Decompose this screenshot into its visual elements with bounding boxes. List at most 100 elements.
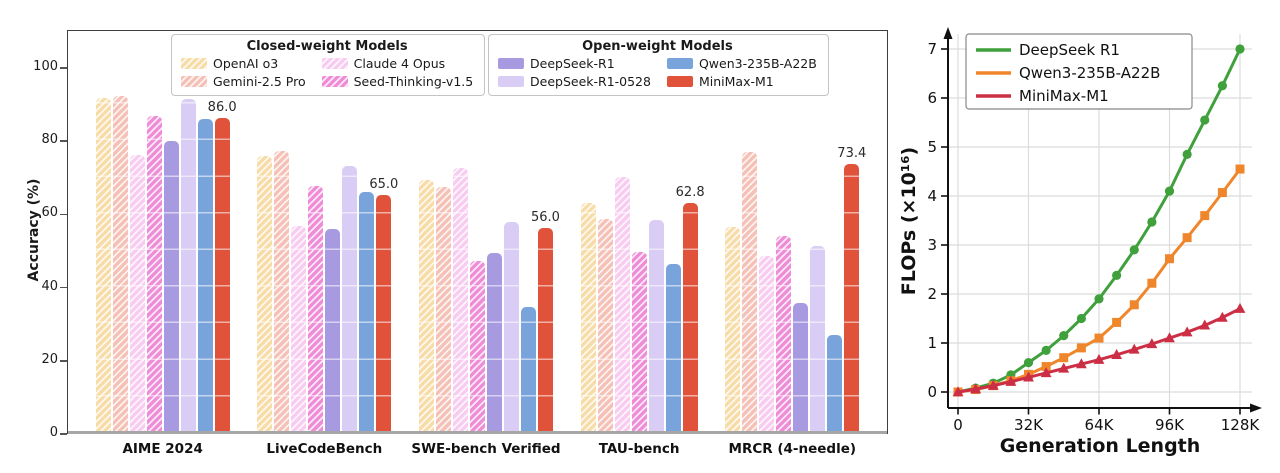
bar-deepseek-r1 — [325, 228, 341, 433]
legend-item-minimax-m1: MiniMax-M1 — [666, 74, 817, 89]
bar-value-label: 65.0 — [369, 177, 399, 193]
marker-square — [1200, 211, 1210, 221]
marker-triangle — [952, 386, 964, 397]
deepseek-r1-swatch — [498, 58, 524, 69]
legend-closed-weight-models: Closed-weight Models OpenAI o3 Claude 4 … — [171, 34, 486, 96]
marker-square — [1165, 254, 1174, 264]
marker-square — [1112, 317, 1122, 327]
bar-value-label: 86.0 — [207, 100, 237, 116]
category-label: SWE-bench Verified — [411, 441, 561, 457]
bar-deepseek-r1-0528 — [503, 222, 519, 433]
bar-gemini-2-5-pro — [274, 150, 290, 433]
marker-circle — [1182, 149, 1192, 159]
legend-title: Open-weight Models — [582, 39, 733, 54]
marker-triangle — [1128, 343, 1140, 354]
marker-triangle — [1093, 353, 1105, 364]
marker-triangle — [1075, 358, 1087, 369]
marker-circle — [1041, 345, 1051, 355]
marker-circle — [1059, 331, 1069, 341]
y-tick-label: 0 — [49, 425, 58, 440]
bar-seed-thinking-v1-5 — [308, 186, 324, 433]
marker-square — [1129, 300, 1139, 310]
category-label: MRCR (4-needle) — [728, 441, 857, 457]
marker-triangle — [1111, 348, 1123, 359]
marker-square — [1076, 343, 1086, 353]
legend-label: DeepSeek-R1 — [530, 56, 615, 71]
y-tick-label: 20 — [41, 351, 58, 367]
y-axis-arrow — [943, 27, 953, 39]
y-tick-mark — [60, 140, 67, 143]
bar-claude-4-opus — [129, 154, 145, 433]
bar-gemini-2-5-pro — [435, 187, 451, 433]
x-tick-label: 0 — [953, 416, 963, 434]
marker-triangle — [1216, 311, 1228, 322]
bar-openai-o3 — [95, 97, 111, 433]
marker-square — [1059, 353, 1069, 363]
flops-chart-svg: 0 1 2 3 4 5 6 7 0 32K 64K 96K 128K Generation Length F… — [898, 27, 1262, 457]
legend-label: MiniMax-M1 — [698, 74, 774, 89]
marker-square — [1235, 164, 1245, 174]
marker-circle — [1164, 186, 1175, 196]
y-axis-label: FLOPs (×10¹⁶) — [900, 147, 920, 295]
y-tick-label: 0 — [927, 383, 937, 401]
x-axis-label: Generation Length — [1000, 435, 1201, 457]
legend-items: OpenAI o3 Claude 4 Opus Gemini-2.5 Pro S… — [181, 56, 473, 89]
bar-openai-o3 — [725, 227, 741, 433]
bar-deepseek-r1-0528 — [180, 98, 196, 433]
bar-qwen3-235b-a22b — [520, 307, 536, 433]
x-axis-spine — [68, 431, 887, 434]
legend-label: Seed-Thinking-v1.5 — [353, 74, 474, 89]
marker-square — [1147, 278, 1157, 288]
marker-circle — [1094, 294, 1104, 304]
legend-item-deepseek-r1-0528: DeepSeek-R1-0528 — [498, 74, 651, 89]
bar-seed-thinking-v1-5 — [631, 251, 647, 433]
y-tick-mark — [60, 213, 67, 216]
bar-deepseek-r1-0528 — [342, 165, 358, 433]
marker-square — [1217, 188, 1227, 198]
y-tick-label: 1 — [927, 334, 937, 352]
bar-deepseek-r1-0528 — [810, 246, 826, 433]
legend-open-weight-models: Open-weight Models DeepSeek-R1 Qwen3-235… — [488, 34, 829, 96]
bar-deepseek-r1 — [163, 141, 179, 433]
marker-triangle — [1234, 302, 1246, 313]
legend-label: OpenAI o3 — [213, 56, 279, 71]
bar-deepseek-r1 — [793, 303, 809, 433]
marker-triangle — [1164, 332, 1175, 343]
minimax-m1-swatch — [666, 76, 693, 87]
seed-thinking-swatch — [321, 76, 348, 87]
marker-circle — [1147, 217, 1157, 227]
bar-qwen3-235b-a22b — [665, 264, 681, 433]
marker-triangle — [1058, 362, 1070, 373]
marker-triangle — [1181, 326, 1193, 337]
marker-triangle — [1199, 319, 1211, 330]
marker-square — [1094, 333, 1104, 343]
legend-item-claude-4-opus: Claude 4 Opus — [321, 56, 474, 71]
legend-label: Qwen3-235B-A22B — [698, 56, 817, 71]
y-tick-mark — [60, 67, 67, 69]
bar-gemini-2-5-pro — [597, 218, 613, 433]
bar-value-label: 73.4 — [837, 146, 867, 162]
legend-item-qwen3-235b-a22b: Qwen3-235B-A22B — [666, 56, 817, 71]
legend-label: DeepSeek R1 — [1019, 41, 1120, 59]
marker-triangle — [1023, 371, 1034, 382]
x-tick-label: 96K — [1155, 416, 1185, 434]
legend-items: DeepSeek-R1 Qwen3-235B-A22B DeepSeek-R1-… — [498, 56, 817, 89]
marker-triangle — [1040, 367, 1052, 378]
bar-minimax-m1: 73.4 — [837, 146, 866, 433]
category-label: TAU-bench — [598, 441, 680, 457]
marker-circle — [1023, 358, 1034, 368]
legend-label: MiniMax-M1 — [1019, 87, 1109, 105]
marker-square — [1182, 233, 1192, 243]
bar-minimax-m1: 65.0 — [369, 177, 398, 433]
bar-openai-o3 — [580, 202, 596, 433]
bar-claude-4-opus — [759, 255, 775, 433]
y-tick-label: 60 — [41, 205, 58, 221]
bar-seed-thinking-v1-5 — [776, 236, 792, 433]
benchmark-bar-chart: Accuracy (%) 0 20 40 60 80 100 Closed-weight … — [26, 30, 888, 457]
bar-gemini-2-5-pro — [112, 96, 128, 433]
bar-qwen3-235b-a22b — [359, 191, 375, 433]
bar-gemini-2-5-pro — [742, 152, 758, 433]
gemini-2-5-pro-swatch — [181, 76, 207, 87]
legend-label: DeepSeek-R1-0528 — [530, 74, 651, 89]
